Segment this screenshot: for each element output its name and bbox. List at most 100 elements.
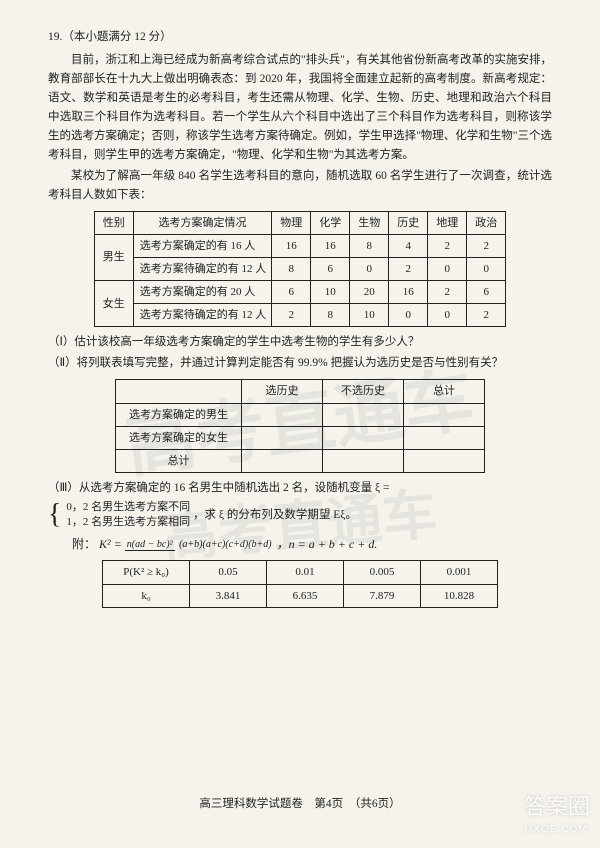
cell: 6 [311, 258, 350, 281]
left-brace-icon: { [48, 508, 61, 522]
cell: 不选历史 [323, 380, 404, 403]
fraction-denominator: (a+b)(a+c)(c+d)(b+d) [177, 539, 274, 550]
sub-question-2: （Ⅱ）将列联表填写完整，并通过计算判定能否有 99.9% 把握认为选历史是否与性… [48, 354, 552, 373]
sub3-tail: ，求 ξ 的分布列及数学期望 Eξ。 [193, 509, 357, 521]
sub-question-1: （Ⅰ）估计该校高一年级选考方案确定的学生中选考生物的学生有多少人？ [48, 333, 552, 352]
brace-group: { 0，2 名男生选考方案不同 1，2 名男生选考方案相同 ，求 ξ 的分布列及… [48, 500, 552, 531]
cell: 0.01 [267, 561, 344, 584]
fraction-numerator: n(ad − bc)² [125, 539, 175, 551]
cell: 0 [467, 258, 506, 281]
cell: 6.635 [267, 584, 344, 607]
table-row: 选考方案待确定的有 12 人 2 8 10 0 0 2 [94, 304, 506, 327]
gender-female: 女生 [94, 281, 133, 327]
table-row: 总计 [116, 449, 485, 472]
cell: 0 [428, 258, 467, 281]
cell [404, 403, 485, 426]
row-label: 选考方案确定的有 20 人 [133, 281, 272, 304]
cell: k₀ [103, 584, 190, 607]
cell: 0.001 [421, 561, 498, 584]
cell: 10 [350, 304, 389, 327]
brace-opt-1: 1，2 名男生选考方案相同 [66, 516, 190, 528]
gender-male: 男生 [94, 234, 133, 280]
cell [404, 426, 485, 449]
cell: 8 [350, 234, 389, 257]
corner-watermark: 答案圈 MXQE.COM [524, 789, 590, 838]
cell: 16 [272, 234, 311, 257]
cell: 20 [350, 281, 389, 304]
cell: 6 [467, 281, 506, 304]
table-header-row: 性别 选考方案确定情况 物理 化学 生物 历史 地理 政治 [94, 211, 506, 234]
paragraph-1: 目前，浙江和上海已经成为新高考综合试点的"排头兵"，有关其他省份新高考改革的实施… [48, 51, 552, 165]
cell [242, 426, 323, 449]
cell: 6 [272, 281, 311, 304]
table-row: 选考方案确定的男生 [116, 403, 485, 426]
row-label: 选考方案待确定的有 12 人 [133, 258, 272, 281]
th-history: 历史 [389, 211, 428, 234]
paragraph-2: 某校为了解高一年级 840 名学生选考科目的意向，随机选取 60 名学生进行了一… [48, 167, 552, 205]
formula-tail: ，n = a + b + c + d. [277, 537, 378, 551]
cell [404, 449, 485, 472]
cell: 4 [389, 234, 428, 257]
formula-label: 附： [72, 537, 96, 551]
question-number: 19. [48, 31, 62, 43]
sub3-lead: （Ⅲ）从选考方案确定的 16 名男生中随机选出 2 名，设随机变量 ξ = [48, 482, 390, 494]
cell: 总计 [116, 449, 242, 472]
cell: 2 [272, 304, 311, 327]
exam-page: 高考直通车 高考直通车 19.（本小题满分 12 分） 目前，浙江和上海已经成为… [0, 0, 600, 848]
cell: 2 [428, 281, 467, 304]
equals: = [114, 537, 125, 551]
table-row: 女生 选考方案确定的有 20 人 6 10 20 16 2 6 [94, 281, 506, 304]
cell [323, 426, 404, 449]
th-physics: 物理 [272, 211, 311, 234]
corner-sub: MXQE.COM [524, 822, 590, 839]
cell: 2 [467, 304, 506, 327]
cell: 16 [389, 281, 428, 304]
cell: 0.05 [190, 561, 267, 584]
table-row: 选考方案确定的女生 [116, 426, 485, 449]
table-row: k₀ 3.841 6.635 7.879 10.828 [103, 584, 498, 607]
cell: P(K² ≥ k₀) [103, 561, 190, 584]
survey-table: 性别 选考方案确定情况 物理 化学 生物 历史 地理 政治 男生 选考方案确定的… [94, 211, 507, 328]
question-points: （本小题满分 12 分） [62, 31, 171, 43]
th-status: 选考方案确定情况 [133, 211, 272, 234]
th-biology: 生物 [350, 211, 389, 234]
th-politics: 政治 [467, 211, 506, 234]
sub-question-3: （Ⅲ）从选考方案确定的 16 名男生中随机选出 2 名，设随机变量 ξ = [48, 479, 552, 498]
cell [323, 403, 404, 426]
critical-values-table: P(K² ≥ k₀) 0.05 0.01 0.005 0.001 k₀ 3.84… [102, 560, 498, 607]
cell: 16 [311, 234, 350, 257]
cell: 0 [350, 258, 389, 281]
cell [116, 380, 242, 403]
cell: 2 [389, 258, 428, 281]
corner-main: 答案圈 [524, 794, 590, 819]
formula-k2: K² [99, 537, 111, 551]
brace-items: 0，2 名男生选考方案不同 1，2 名男生选考方案相同 [66, 500, 190, 531]
cell: 8 [272, 258, 311, 281]
cell: 8 [311, 304, 350, 327]
cell: 选历史 [242, 380, 323, 403]
cell [323, 449, 404, 472]
formula-block: 附： K² = n(ad − bc)² (a+b)(a+c)(c+d)(b+d)… [72, 535, 552, 555]
cell: 0.005 [344, 561, 421, 584]
cell: 0 [428, 304, 467, 327]
cell: 0 [389, 304, 428, 327]
contingency-table: 选历史 不选历史 总计 选考方案确定的男生 选考方案确定的女生 总计 [115, 379, 485, 473]
row-label: 选考方案确定的有 16 人 [133, 234, 272, 257]
cell: 7.879 [344, 584, 421, 607]
cell: 2 [467, 234, 506, 257]
cell: 2 [428, 234, 467, 257]
table-row: P(K² ≥ k₀) 0.05 0.01 0.005 0.001 [103, 561, 498, 584]
row-label: 选考方案待确定的有 12 人 [133, 304, 272, 327]
brace-opt-0: 0，2 名男生选考方案不同 [66, 501, 190, 513]
cell: 10 [311, 281, 350, 304]
cell: 3.841 [190, 584, 267, 607]
table-row: 选历史 不选历史 总计 [116, 380, 485, 403]
question-header: 19.（本小题满分 12 分） [48, 28, 552, 47]
cell [242, 403, 323, 426]
cell [242, 449, 323, 472]
page-footer: 高三理科数学试题卷 第4页 （共6页） [0, 795, 600, 814]
fraction: n(ad − bc)² (a+b)(a+c)(c+d)(b+d) [125, 540, 274, 551]
th-gender: 性别 [94, 211, 133, 234]
th-geography: 地理 [428, 211, 467, 234]
cell: 10.828 [421, 584, 498, 607]
